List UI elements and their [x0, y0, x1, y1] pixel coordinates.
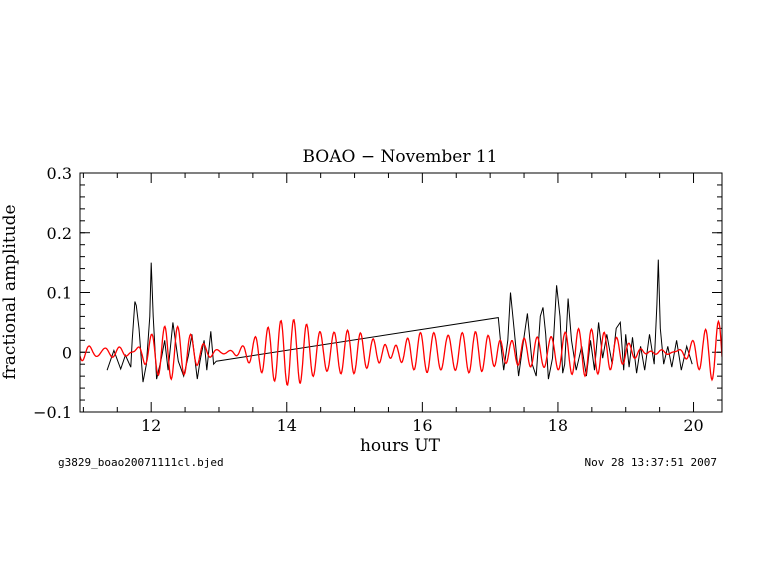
x-tick-labels: 12 14 16 18 20	[141, 416, 704, 435]
x-tick-label: 12	[141, 416, 161, 435]
footer-timestamp: Nov 28 13:37:51 2007	[585, 456, 717, 469]
series-group	[80, 259, 722, 387]
y-tick-label: −0.1	[33, 403, 72, 422]
y-tick-label: 0.2	[47, 224, 72, 243]
footer-filename: g3829_boao20071111cl.bjed	[58, 456, 224, 469]
x-axis-label: hours UT	[360, 436, 441, 456]
y-tick-label: 0	[62, 343, 72, 362]
plot-frame	[79, 172, 723, 413]
x-tick-label: 20	[683, 416, 703, 435]
y-tick-label: 0.1	[47, 284, 72, 303]
y-axis-label: fractional amplitude	[0, 204, 20, 379]
series-observed-line	[106, 259, 693, 383]
x-ticks	[82, 173, 695, 412]
x-tick-label: 16	[412, 416, 432, 435]
chart-title: BOAO − November 11	[302, 147, 497, 167]
x-tick-label: 18	[548, 416, 568, 435]
y-tick-labels: −0.1 0 0.1 0.2 0.3	[33, 164, 72, 422]
series-model-line	[80, 318, 722, 387]
y-ticks	[80, 172, 722, 413]
x-tick-label: 14	[277, 416, 297, 435]
y-tick-label: 0.3	[47, 164, 72, 183]
